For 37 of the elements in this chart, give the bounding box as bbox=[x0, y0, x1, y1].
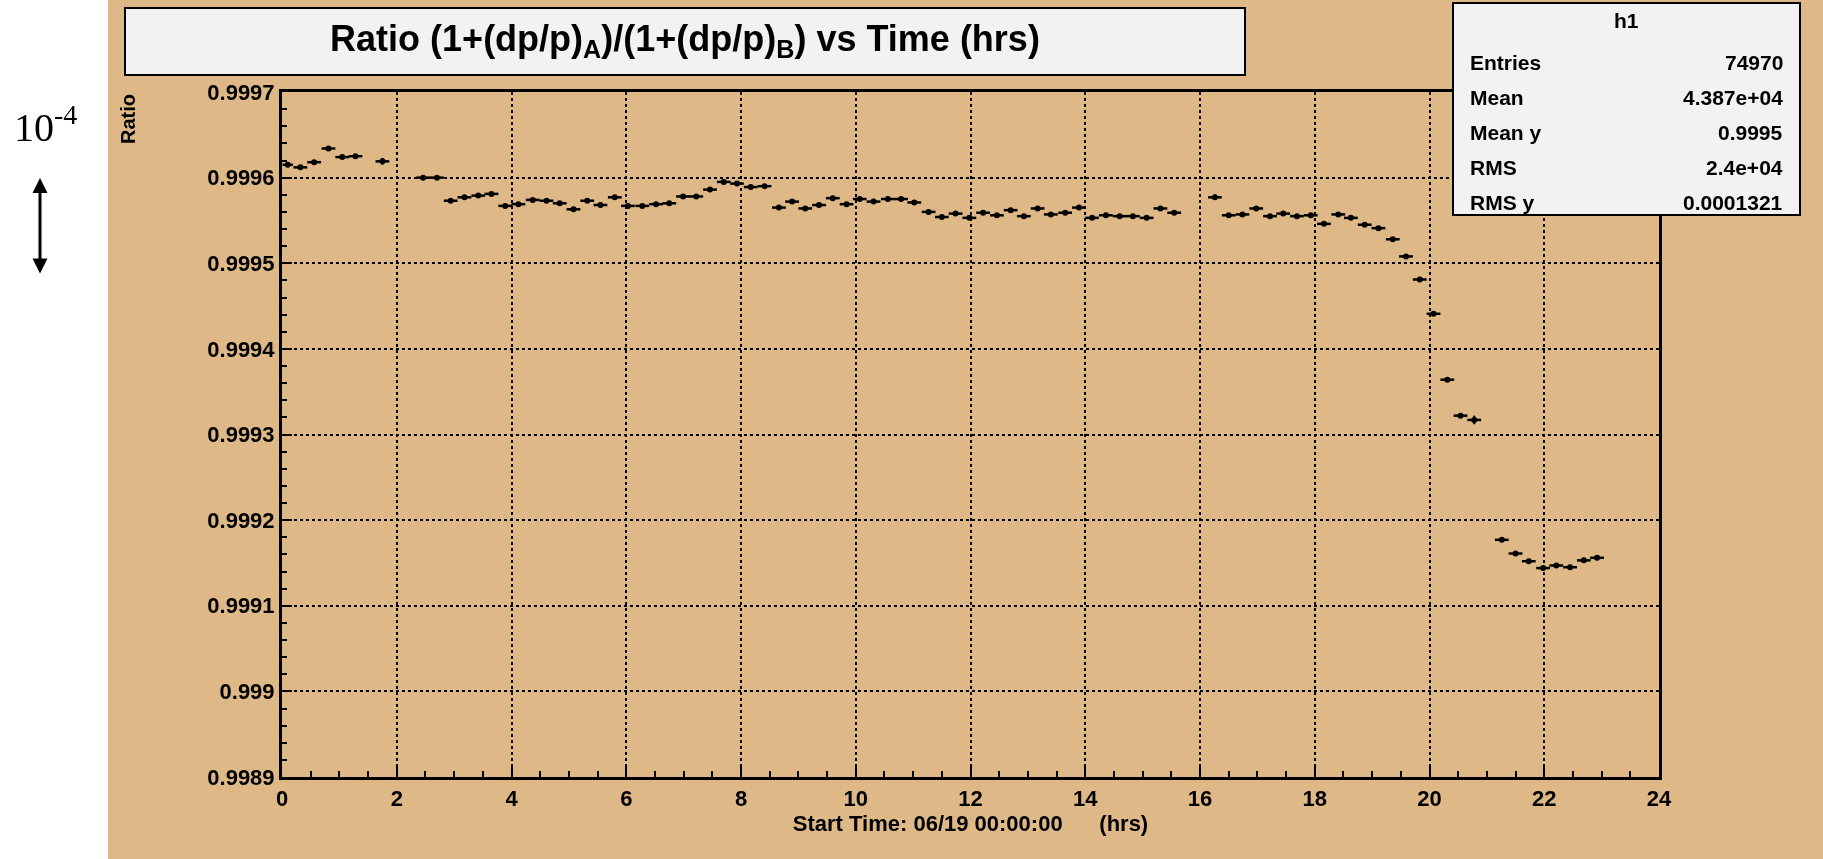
x-tick-label: 18 bbox=[1302, 786, 1327, 812]
y-tick-label: 0.9993 bbox=[207, 422, 275, 448]
y-tick-label: 0.9996 bbox=[207, 165, 275, 191]
x-tick-label: 4 bbox=[505, 786, 519, 812]
text: h1 bbox=[1614, 9, 1639, 32]
x-tick-label: 6 bbox=[620, 786, 633, 812]
y-tick-label: 0.9992 bbox=[207, 507, 275, 533]
y-tick-label: 0.999 bbox=[219, 679, 275, 705]
x-tick-label: 22 bbox=[1532, 786, 1557, 812]
x-tick-label: 20 bbox=[1417, 786, 1442, 812]
x-tick-label: 24 bbox=[1646, 786, 1672, 812]
text: Entries bbox=[1470, 51, 1542, 74]
y-tick-label: 0.9997 bbox=[207, 79, 275, 105]
y-tick-label: 0.9989 bbox=[207, 764, 275, 790]
text: 10$^{-4}$ bbox=[14, 99, 78, 150]
text: 74970 bbox=[1725, 51, 1784, 74]
x-tick-label: 14 bbox=[1073, 786, 1099, 812]
chart-title: Ratio (1+(dp/p)$_{A}$)/(1+(dp/p)$_{B}$) vs Time (hrs) bbox=[330, 17, 1040, 64]
annotation: Mean bbox=[1470, 86, 1524, 109]
annotation: Mean y bbox=[1470, 121, 1542, 144]
text: 0.9995 bbox=[1718, 121, 1783, 144]
x-tick-label: 2 bbox=[390, 786, 403, 812]
y-axis-title: Ratio bbox=[117, 94, 139, 144]
annotation: RMS y bbox=[1470, 191, 1535, 214]
x-tick-label: 0 bbox=[275, 786, 289, 812]
y-tick-label: 0.9994 bbox=[207, 336, 276, 362]
text: 4.387e+04 bbox=[1683, 86, 1784, 109]
annotation: RMS bbox=[1470, 156, 1517, 179]
x-tick-label: 16 bbox=[1187, 786, 1213, 812]
y-tick-label: 0.9995 bbox=[207, 250, 275, 276]
x-tick-label: 10 bbox=[843, 786, 868, 812]
text: 2.4e+04 bbox=[1706, 156, 1783, 179]
y-tick-label: 0.9991 bbox=[207, 593, 275, 619]
x-axis-title: Start Time: 06/19 00:00:00 (hrs) bbox=[792, 811, 1149, 837]
x-tick-label: 8 bbox=[734, 786, 748, 812]
text: 0.0001321 bbox=[1683, 191, 1783, 214]
x-tick-label: 12 bbox=[958, 786, 983, 812]
